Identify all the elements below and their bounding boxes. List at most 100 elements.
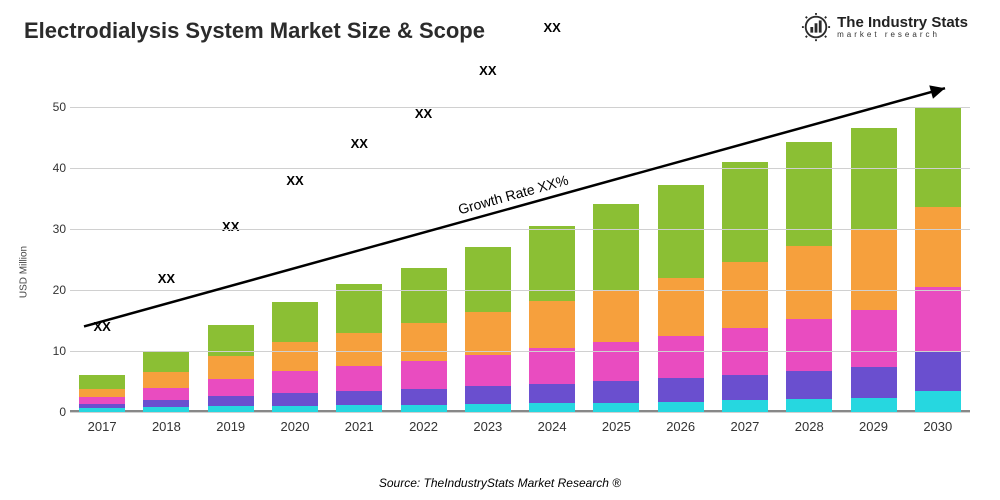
- x-tick-label: 2028: [795, 419, 824, 434]
- bar-segment: [593, 381, 639, 402]
- bar-value-label: XX: [286, 173, 303, 188]
- bar-segment: [658, 278, 704, 336]
- bar-column: XX2021: [329, 284, 389, 412]
- bar-segment: [851, 310, 897, 367]
- bar-value-label: XX: [415, 106, 432, 121]
- bar-segment: [208, 356, 254, 379]
- bar-segment: [915, 207, 961, 286]
- y-axis-label: USD Million: [19, 246, 30, 298]
- bar-segment: [79, 389, 125, 398]
- x-tick-label: 2029: [859, 419, 888, 434]
- bar-segment: [786, 246, 832, 319]
- x-tick-label: 2017: [88, 419, 117, 434]
- bar-segment: [593, 290, 639, 342]
- bar-value-label: XX: [93, 319, 110, 334]
- logo-line2: market research: [837, 31, 968, 39]
- bar-segment: [401, 268, 447, 323]
- bar-segment: [272, 342, 318, 371]
- y-tick-label: 40: [46, 161, 66, 175]
- bar-segment: [851, 367, 897, 398]
- bar-segment: [465, 355, 511, 387]
- bar-segment: [465, 404, 511, 412]
- x-tick-label: 2024: [538, 419, 567, 434]
- bar-column: XX2027: [715, 162, 775, 412]
- chart-card: Electrodialysis System Market Size & Sco…: [0, 0, 1000, 500]
- bar-segment: [786, 142, 832, 246]
- bar-segment: [401, 323, 447, 360]
- bar-segment: [401, 405, 447, 412]
- bar-segment: [915, 391, 961, 412]
- bar-stack: [658, 185, 704, 412]
- bar-segment: [143, 351, 189, 372]
- x-tick-label: 2022: [409, 419, 438, 434]
- bar-segment: [786, 371, 832, 399]
- bar-segment: [272, 302, 318, 342]
- bar-column: XX2029: [844, 128, 904, 412]
- brand-logo: The Industry Stats market research: [801, 12, 968, 42]
- bar-segment: [593, 204, 639, 290]
- bar-segment: [143, 388, 189, 401]
- bar-value-label: XX: [543, 20, 560, 35]
- bar-column: XX2017: [72, 375, 132, 412]
- bar-stack: [915, 107, 961, 412]
- bar-segment: [722, 262, 768, 327]
- bar-segment: [336, 366, 382, 391]
- bar-segment: [336, 391, 382, 406]
- bar-stack: [465, 247, 511, 412]
- x-tick-label: 2027: [730, 419, 759, 434]
- source-attribution: Source: TheIndustryStats Market Research…: [0, 476, 1000, 490]
- bar-segment: [143, 372, 189, 388]
- bar-segment: [593, 342, 639, 381]
- bar-segment: [529, 403, 575, 412]
- bar-column: XX2018: [136, 351, 196, 412]
- bar-segment: [722, 375, 768, 401]
- grid-line: [70, 351, 970, 352]
- bar-segment: [208, 379, 254, 397]
- bar-segment: [143, 400, 189, 407]
- x-tick-label: 2018: [152, 419, 181, 434]
- bar-stack: [272, 302, 318, 412]
- bar-value-label: XX: [479, 63, 496, 78]
- bar-stack: [336, 284, 382, 412]
- bar-stack: [786, 142, 832, 412]
- bar-column: XX2030: [908, 107, 968, 412]
- y-tick-label: 50: [46, 100, 66, 114]
- grid-line: [70, 229, 970, 230]
- bar-segment: [658, 185, 704, 278]
- bar-stack: [79, 375, 125, 412]
- bar-column: XX2025: [586, 204, 646, 412]
- bar-segment: [465, 312, 511, 355]
- bar-value-label: XX: [351, 136, 368, 151]
- bar-segment: [336, 405, 382, 412]
- plot-region: XX2017XX2018XX2019XX2020XX2021XX2022XX20…: [70, 76, 970, 412]
- y-tick-label: 30: [46, 222, 66, 236]
- bar-column: XX2019: [201, 325, 261, 412]
- gear-chart-icon: [801, 12, 831, 42]
- bar-segment: [786, 319, 832, 371]
- grid-line: [70, 107, 970, 108]
- bar-segment: [658, 402, 704, 412]
- grid-line: [70, 290, 970, 291]
- bar-segment: [658, 378, 704, 401]
- bar-stack: [593, 204, 639, 412]
- logo-line1: The Industry Stats: [837, 15, 968, 31]
- x-tick-label: 2025: [602, 419, 631, 434]
- x-tick-label: 2019: [216, 419, 245, 434]
- x-tick-label: 2023: [473, 419, 502, 434]
- bar-segment: [915, 287, 961, 351]
- x-tick-label: 2020: [281, 419, 310, 434]
- bar-stack: [722, 162, 768, 412]
- bar-column: XX2028: [779, 142, 839, 412]
- y-tick-label: 20: [46, 283, 66, 297]
- bar-column: XX2020: [265, 302, 325, 412]
- grid-line: [70, 168, 970, 169]
- bar-stack: [529, 226, 575, 412]
- bar-value-label: XX: [222, 219, 239, 234]
- bar-segment: [658, 336, 704, 379]
- bar-segment: [786, 399, 832, 412]
- x-tick-label: 2026: [666, 419, 695, 434]
- bar-segment: [915, 351, 961, 391]
- bar-stack: [208, 325, 254, 412]
- bar-segment: [272, 393, 318, 406]
- bar-segment: [851, 398, 897, 412]
